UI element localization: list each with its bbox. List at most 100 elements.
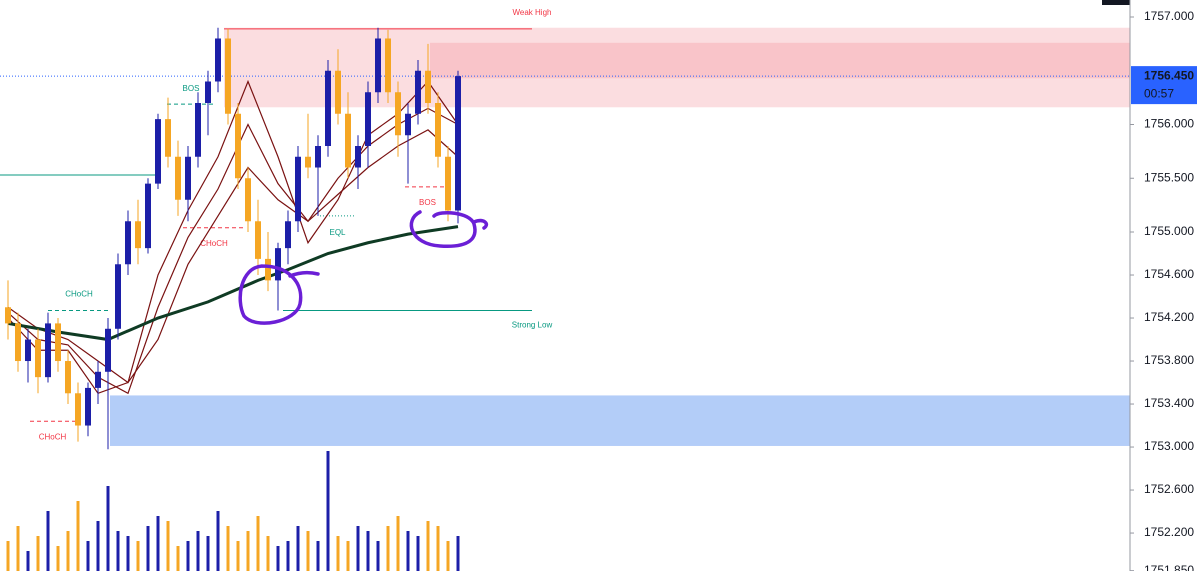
structure-label: BOS <box>183 84 200 93</box>
candle-body <box>155 119 161 184</box>
volume-bar <box>306 531 310 571</box>
volume-bar <box>46 511 50 571</box>
volume-bar <box>186 541 190 571</box>
volume-bar <box>416 536 420 571</box>
candle-body <box>135 221 141 249</box>
moving-average <box>7 79 459 395</box>
volume-bar <box>456 536 460 571</box>
y-tick-label: 1757.000 <box>1144 9 1194 23</box>
volume-bar <box>6 541 10 571</box>
volume-bar <box>176 546 180 571</box>
candle-body <box>115 264 121 329</box>
volume-bar <box>226 526 230 571</box>
circle-annotation <box>238 264 320 325</box>
candle-body <box>285 221 291 249</box>
strong-low-label: Strong Low <box>512 321 553 330</box>
countdown-label: 00:57 <box>1144 86 1174 100</box>
structure-label: CHoCH <box>200 239 228 248</box>
volume-bar <box>326 451 330 571</box>
y-tick-label: 1753.000 <box>1144 439 1194 453</box>
volume-bar <box>36 536 40 571</box>
plot: CHoCH CHoCH BOS CHoCH EQL BOS Weak High Strong … <box>0 8 1130 571</box>
volume-bar <box>76 501 80 571</box>
structure-label: CHoCH <box>65 290 93 299</box>
volume-bar <box>196 531 200 571</box>
candle-body <box>335 70 341 114</box>
candle-body <box>295 156 301 222</box>
volume-bar <box>26 551 30 571</box>
volume-bar <box>106 486 110 571</box>
volume-bar <box>376 541 380 571</box>
candle-body <box>175 156 181 200</box>
zones <box>110 27 1130 446</box>
y-tick-label: 1751.850 <box>1144 563 1194 571</box>
toolbar-edge <box>1102 0 1130 5</box>
volume-bar <box>206 536 210 571</box>
price-axis: 1757.000 1756.000 1755.500 1755.000 1754.600… <box>1129 0 1197 571</box>
candle-body <box>435 102 441 157</box>
volume-bar <box>216 511 220 571</box>
weak-high-label: Weak High <box>513 8 552 17</box>
candle-body <box>345 113 351 168</box>
volume-bar <box>436 526 440 571</box>
candle-body <box>235 113 241 179</box>
y-tick-label: 1755.500 <box>1144 170 1194 184</box>
volume-bar <box>166 521 170 571</box>
y-tick-label: 1756.000 <box>1144 117 1194 131</box>
volume-bar <box>246 531 250 571</box>
volume-bar <box>116 531 120 571</box>
candle-body <box>195 102 201 157</box>
volume-bar <box>396 516 400 571</box>
y-tick-label: 1753.800 <box>1144 353 1194 367</box>
volume-bar <box>236 541 240 571</box>
candle-body <box>265 258 271 281</box>
volume-bar <box>406 531 410 571</box>
y-tick-label: 1752.600 <box>1144 482 1194 496</box>
volume-bar <box>386 526 390 571</box>
hand-drawn-marks <box>238 210 489 325</box>
candle-body <box>15 323 21 362</box>
candle-body <box>25 339 31 362</box>
moving-average <box>7 107 459 395</box>
candle-body <box>145 183 151 249</box>
candle-body <box>165 119 171 157</box>
volume-bar <box>256 516 260 571</box>
volume-bar <box>446 541 450 571</box>
candle-body <box>125 221 131 265</box>
volume-bar <box>86 541 90 571</box>
y-tick-label: 1754.600 <box>1144 267 1194 281</box>
candle-body <box>85 387 91 426</box>
volume-bar <box>286 541 290 571</box>
candle-body <box>225 38 231 114</box>
candle-body <box>355 146 361 168</box>
y-tick-label: 1755.000 <box>1144 224 1194 238</box>
volume-bar <box>96 521 100 571</box>
zone <box>430 42 1130 79</box>
candle-body <box>55 323 61 362</box>
current-price-label: 1756.450 <box>1144 68 1194 82</box>
y-tick-label: 1753.400 <box>1144 396 1194 410</box>
current-price-box <box>1131 66 1197 105</box>
candle-body <box>365 92 371 147</box>
candle-body <box>445 156 451 211</box>
y-tick-label: 1752.200 <box>1144 525 1194 539</box>
structure-label: CHoCH <box>39 432 67 441</box>
volume-bar <box>136 541 140 571</box>
candle-body <box>205 81 211 103</box>
y-tick-label: 1754.200 <box>1144 310 1194 324</box>
candle-body <box>95 371 101 388</box>
volume-bar <box>336 536 340 571</box>
volume-bar <box>156 516 160 571</box>
candle-body <box>215 38 221 82</box>
candle-body <box>65 361 71 394</box>
candle-body <box>35 339 41 378</box>
moving-average <box>7 225 459 342</box>
candle-body <box>45 323 51 378</box>
volume-bar <box>316 541 320 571</box>
volume-bar <box>346 541 350 571</box>
candle-body <box>105 328 111 372</box>
zone <box>110 395 1130 446</box>
candle-body <box>395 92 401 136</box>
